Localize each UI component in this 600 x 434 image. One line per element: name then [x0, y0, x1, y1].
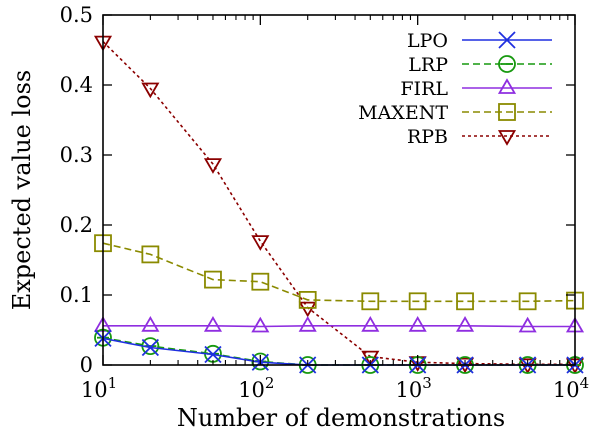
data-point-lpo [141, 338, 159, 357]
data-point-rpb [298, 301, 317, 318]
legend-marker-firl [497, 78, 517, 94]
data-point-firl [298, 315, 317, 332]
data-point-maxent [456, 292, 474, 311]
data-point-maxent [361, 292, 380, 311]
data-point-rpb [141, 82, 160, 99]
x-tick-label: 104 [553, 374, 589, 402]
data-point-maxent [251, 272, 270, 291]
x-axis-label: Number of demonstrations [177, 404, 505, 432]
legend-label-lrp: LRP [408, 54, 448, 76]
data-point-firl [203, 315, 223, 332]
legend-item-rpb: RPB [407, 126, 552, 148]
data-point-maxent [204, 270, 222, 289]
legend-marker-rpb [497, 130, 517, 146]
data-point-firl [455, 315, 475, 332]
series-line-lrp [102, 336, 575, 366]
series-layer [93, 35, 585, 375]
data-point-rpb [203, 158, 223, 174]
legend-item-lpo: LPO [407, 30, 552, 52]
data-point-firl [408, 315, 427, 332]
marker-circle [498, 55, 516, 73]
series-line-maxent [102, 242, 576, 303]
legend-marker-lrp [498, 55, 516, 73]
marker-stroke [498, 31, 516, 49]
legend-label-maxent: MAXENT [358, 102, 448, 124]
y-tick-label: 0.5 [60, 3, 93, 27]
marker-stroke [141, 338, 159, 357]
data-point-firl [361, 315, 380, 332]
series-line-lpo [102, 337, 575, 366]
data-point-maxent [141, 245, 160, 264]
x-tick-label: 102 [238, 374, 274, 402]
legend-marker-lpo [498, 31, 516, 49]
legend-item-firl: FIRL [400, 78, 552, 100]
y-tick-label: 0.3 [60, 143, 93, 167]
x-tick-label: 101 [81, 374, 117, 402]
legend-item-lrp: LRP [408, 54, 552, 76]
series-line-firl [103, 324, 575, 328]
ticks: 0 0.1 0.2 0.3 0.4 0.5 101 102 103 104 [60, 3, 590, 402]
y-tick-label: 0 [80, 353, 93, 377]
series-maxent [94, 234, 584, 311]
data-point-maxent [298, 290, 317, 309]
series-lpo [94, 329, 584, 374]
data-point-firl [518, 316, 537, 333]
data-point-maxent [408, 292, 427, 311]
y-tick-label: 0.1 [60, 283, 93, 307]
data-point-maxent [518, 292, 537, 311]
legend-label-firl: FIRL [400, 78, 448, 100]
marker-stroke [204, 345, 222, 364]
y-axis-label: Expected value loss [8, 70, 36, 311]
axes [102, 14, 576, 366]
series-firl [93, 315, 585, 333]
plot-frame [102, 14, 576, 366]
series-line-rpb [102, 41, 575, 366]
legend-label-rpb: RPB [407, 126, 448, 148]
series-lrp [94, 328, 584, 374]
y-tick-label: 0.2 [60, 213, 93, 237]
data-point-rpb [251, 235, 270, 251]
legend-marker-maxent [498, 103, 516, 121]
legend-label-lpo: LPO [407, 30, 448, 52]
series-rpb [93, 35, 585, 375]
data-point-firl [141, 315, 160, 332]
legend-item-maxent: MAXENT [358, 102, 552, 124]
data-point-firl [251, 316, 270, 333]
data-point-lpo [204, 345, 222, 364]
y-tick-label: 0.4 [60, 73, 93, 97]
x-tick-label: 103 [396, 374, 432, 402]
